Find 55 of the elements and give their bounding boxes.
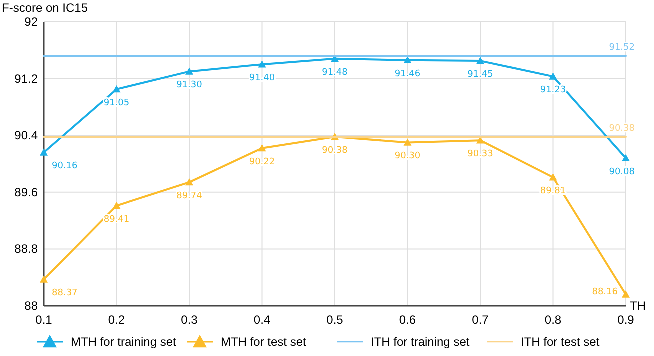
data-label: 91.40: [249, 74, 276, 84]
data-label: 89.74: [176, 191, 203, 202]
point: [404, 138, 412, 146]
point: [476, 57, 484, 64]
x-tick-label: 0.1: [36, 313, 53, 327]
point: [112, 85, 121, 93]
point: [258, 60, 266, 68]
point: [40, 148, 48, 156]
data-label: 91.05: [104, 98, 130, 108]
data-label: 90.30: [394, 152, 421, 162]
point: [258, 144, 266, 152]
x-tick-label: 0.3: [181, 313, 198, 327]
y-tick-label: 88.8: [14, 242, 38, 256]
x-tick-label: 0.2: [108, 313, 126, 327]
data-label: 90.22: [249, 157, 276, 168]
x-tick-label: 0.6: [399, 313, 416, 327]
data-label: 91.48: [322, 68, 348, 78]
data-label: 90.38: [609, 124, 636, 134]
legend-label: MTH for test set: [221, 335, 308, 349]
data-label: 90.16: [52, 162, 78, 172]
data-label: 91.46: [394, 69, 421, 80]
point: [622, 290, 630, 298]
y-tick-label: 88: [24, 299, 38, 313]
legend-label: MTH for training set: [71, 335, 178, 349]
data-label: 91.52: [609, 43, 635, 54]
data-label: 91.45: [468, 70, 494, 80]
y-axis-title: F-score on IC15: [2, 1, 88, 15]
x-tick-label: 0.8: [544, 313, 562, 327]
point: [549, 173, 558, 181]
x-axis-title: TH: [630, 299, 646, 313]
legend-label: ITH for test set: [521, 335, 600, 349]
x-tick-label: 0.4: [254, 313, 271, 327]
data-label: 88.37: [52, 288, 78, 299]
x-tick-label: 0.9: [618, 313, 635, 327]
x-tick-label: 0.5: [326, 313, 344, 327]
y-tick-label: 91.2: [14, 72, 38, 86]
data-label: 90.08: [609, 167, 636, 178]
point: [404, 56, 412, 64]
data-label: 90.38: [322, 146, 348, 156]
y-tick-label: 90.4: [14, 128, 38, 143]
data-label: 88.16: [592, 288, 618, 298]
y-tick-label: 89.6: [14, 185, 38, 200]
point: [186, 68, 194, 75]
point: [622, 154, 630, 162]
x-tick-label: 0.7: [472, 313, 490, 327]
data-label: 91.23: [540, 86, 566, 96]
point: [112, 202, 121, 210]
y-tick-label: 92: [24, 15, 38, 29]
data-label: 90.33: [468, 150, 494, 160]
point: [186, 178, 194, 186]
point: [40, 276, 48, 283]
data-label: 91.30: [176, 80, 203, 91]
point: [549, 72, 558, 80]
data-label: 89.41: [104, 214, 130, 225]
legend-label: ITH for training set: [371, 335, 470, 349]
